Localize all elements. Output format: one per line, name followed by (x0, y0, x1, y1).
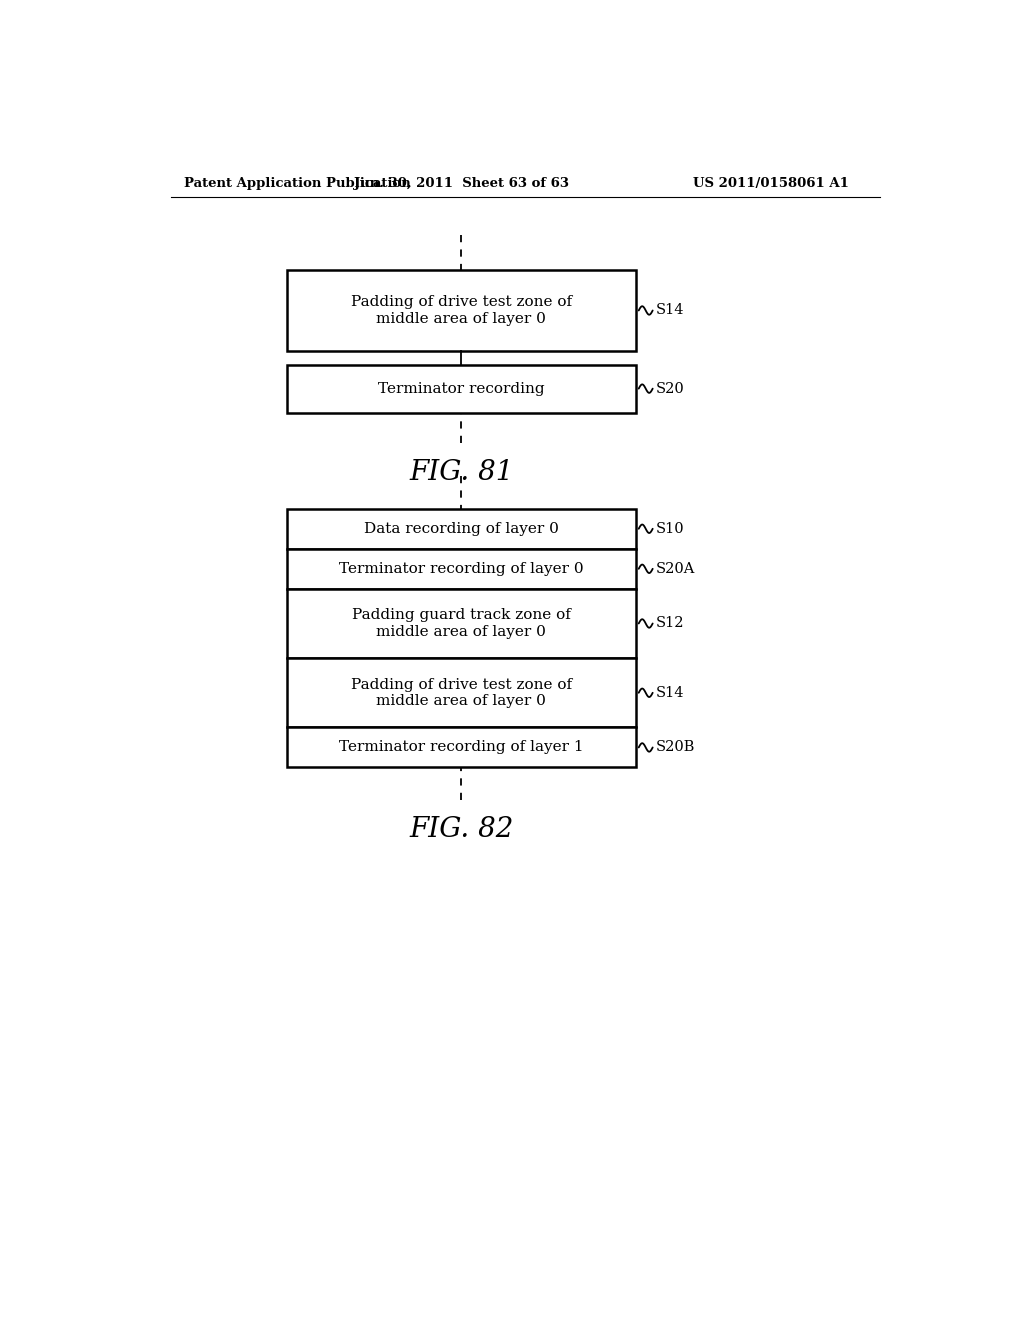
Bar (287, 549, 636, 589)
Text: US 2011/0158061 A1: US 2011/0158061 A1 (693, 177, 849, 190)
Text: S10: S10 (655, 521, 684, 536)
Text: Jun. 30, 2011  Sheet 63 of 63: Jun. 30, 2011 Sheet 63 of 63 (353, 177, 568, 190)
Bar (287, 364, 636, 413)
Text: FIG. 82: FIG. 82 (409, 816, 513, 842)
Text: FIG. 81: FIG. 81 (409, 459, 513, 486)
Bar (287, 727, 636, 767)
Text: S20: S20 (655, 381, 684, 396)
Text: Padding of drive test zone of
middle area of layer 0: Padding of drive test zone of middle are… (350, 296, 571, 326)
Text: S12: S12 (655, 616, 684, 631)
Text: Padding of drive test zone of
middle area of layer 0: Padding of drive test zone of middle are… (350, 677, 571, 708)
Bar (287, 271, 636, 351)
Text: Terminator recording of layer 0: Terminator recording of layer 0 (339, 562, 584, 576)
Text: S20A: S20A (655, 562, 695, 576)
Bar (287, 508, 636, 549)
Text: Terminator recording: Terminator recording (378, 381, 545, 396)
Text: S14: S14 (655, 304, 684, 318)
Bar (287, 659, 636, 727)
Text: Padding guard track zone of
middle area of layer 0: Padding guard track zone of middle area … (352, 609, 570, 639)
Text: S14: S14 (655, 686, 684, 700)
Bar (287, 589, 636, 659)
Text: Terminator recording of layer 1: Terminator recording of layer 1 (339, 741, 584, 755)
Text: Data recording of layer 0: Data recording of layer 0 (364, 521, 559, 536)
Text: Patent Application Publication: Patent Application Publication (183, 177, 411, 190)
Text: S20B: S20B (655, 741, 695, 755)
